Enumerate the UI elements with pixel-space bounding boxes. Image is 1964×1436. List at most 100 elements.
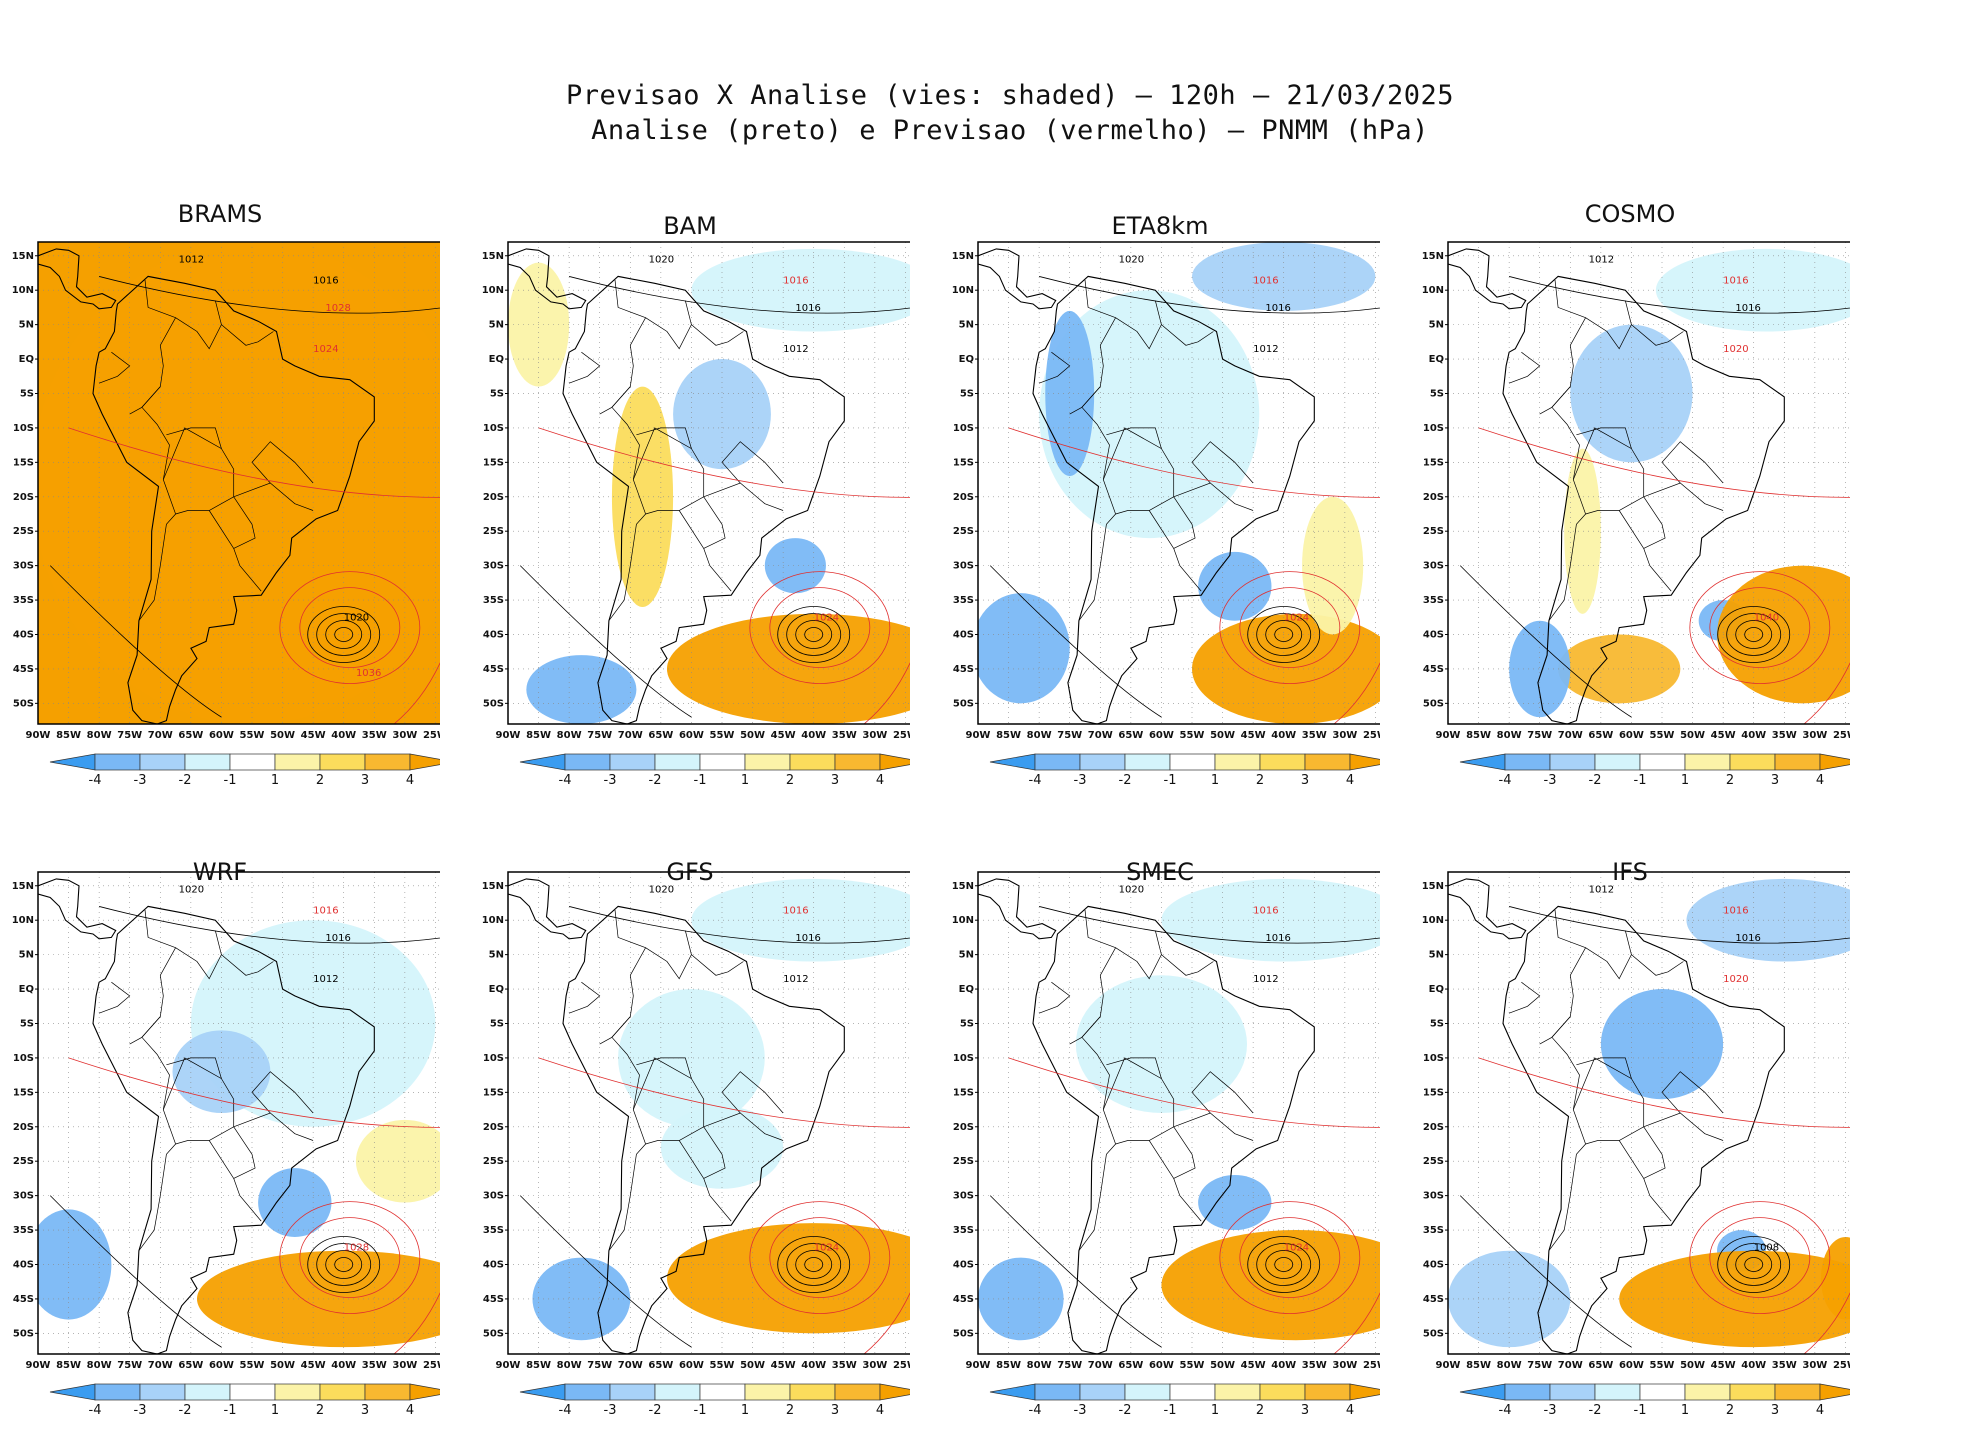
colorbar-label: -3 bbox=[134, 1403, 147, 1418]
analysis-isobar bbox=[1247, 1236, 1321, 1293]
country-border bbox=[166, 427, 222, 449]
map-eta8km: 1020 1016 1016 1012 1024 15N 10N 5N EQ 5S 10S 15S 20… bbox=[952, 241, 1380, 788]
colorbar-segment bbox=[1304, 753, 1351, 771]
country-border bbox=[1548, 1109, 1586, 1251]
analysis-isobar bbox=[795, 1250, 833, 1279]
bias-shading-area bbox=[764, 538, 826, 594]
country-border bbox=[608, 1109, 646, 1251]
country-border bbox=[162, 1057, 235, 1145]
latitude-label: 10N bbox=[1422, 285, 1444, 296]
country-border bbox=[611, 279, 647, 480]
colorbar-label: -3 bbox=[134, 773, 147, 788]
latitude-label: 5S bbox=[490, 1018, 504, 1029]
bias-shading-area bbox=[355, 1119, 440, 1203]
longitude-label: 75W bbox=[1527, 730, 1552, 741]
latitude-label: EQ bbox=[959, 354, 974, 365]
longitude-label: 55W bbox=[1650, 1360, 1675, 1371]
colorbar-label: -2 bbox=[1119, 773, 1132, 788]
latitude-label: 40S bbox=[483, 1259, 504, 1270]
longitude-label: 35W bbox=[1772, 1360, 1797, 1371]
latitude-label: 35S bbox=[953, 595, 974, 606]
isobar-label: 1016 bbox=[1735, 933, 1760, 944]
latitude-label: 35S bbox=[13, 1225, 34, 1236]
analysis-isobar bbox=[1247, 606, 1321, 663]
country-border bbox=[1102, 427, 1175, 515]
latitude-label: 45S bbox=[1423, 1294, 1444, 1305]
country-border bbox=[1661, 1071, 1724, 1114]
colorbar-label: -4 bbox=[1029, 773, 1042, 788]
longitude-label: 75W bbox=[117, 1360, 142, 1371]
bias-shading-area bbox=[1302, 496, 1364, 635]
analysis-isobar bbox=[786, 1243, 842, 1286]
colorbar: -4 -3 -2 -1 1 2 3 4 bbox=[519, 753, 910, 788]
colorbar-segment bbox=[1169, 753, 1216, 771]
colorbar-segment bbox=[789, 1383, 836, 1401]
country-border bbox=[251, 441, 314, 484]
longitude-label: 80W bbox=[557, 730, 582, 741]
longitude-label: 30W bbox=[1802, 730, 1827, 741]
colorbar-label: 2 bbox=[1256, 1403, 1264, 1418]
analysis-isobar bbox=[1735, 620, 1773, 649]
colorbar-label: -3 bbox=[1544, 773, 1557, 788]
longitude-label: 75W bbox=[587, 730, 612, 741]
country-border bbox=[1173, 482, 1254, 511]
map-cosmo: 1012 1016 1016 1020 1040 15N 10N 5N EQ 5S 10S 15S 20… bbox=[1422, 241, 1850, 788]
longitude-label: 65W bbox=[648, 730, 673, 741]
longitude-label: 25W bbox=[1363, 730, 1380, 741]
latitude-label: 25S bbox=[13, 526, 34, 537]
colorbar-segment bbox=[1684, 753, 1731, 771]
country-border bbox=[1173, 548, 1202, 592]
latitude-label: 25S bbox=[953, 526, 974, 537]
latitude-label: 5S bbox=[490, 388, 504, 399]
longitude-label: 55W bbox=[1650, 730, 1675, 741]
country-border bbox=[608, 479, 646, 621]
panel-title: WRF bbox=[192, 858, 248, 886]
panel-cosmo: 1012 1016 1016 1020 1040 15N 10N 5N EQ 5S 10S 15S 20… bbox=[1410, 190, 1850, 800]
latitude-label: 45S bbox=[13, 664, 34, 675]
longitude-label: 45W bbox=[1241, 730, 1266, 741]
panel-bam: 1020 1016 1016 1012 1024 15N 10N 5N EQ 5S 10S 15S 20… bbox=[470, 190, 910, 800]
colorbar-label: -4 bbox=[89, 773, 102, 788]
longitude-label: 90W bbox=[1436, 730, 1461, 741]
colorbar-segment bbox=[834, 1383, 881, 1401]
forecast-isobar bbox=[299, 1217, 401, 1299]
south-america-coastline bbox=[92, 275, 375, 724]
latitude-label: 40S bbox=[953, 629, 974, 640]
latitude-label: 5N bbox=[959, 320, 974, 331]
longitude-label: 45W bbox=[1711, 1360, 1736, 1371]
longitude-label: 30W bbox=[392, 1360, 417, 1371]
country-border bbox=[1069, 386, 1101, 415]
analysis-isobar bbox=[99, 276, 440, 314]
analysis-isobar bbox=[1256, 1243, 1312, 1286]
panel-wrf: 1020 1016 1016 1012 1028 15N 10N 5N EQ 5S 10S 15S 20… bbox=[0, 820, 440, 1430]
colorbar-label: -2 bbox=[179, 1403, 192, 1418]
isobar-label: 1012 bbox=[1589, 255, 1614, 266]
bias-shading-area bbox=[691, 878, 910, 962]
forecast-isobar bbox=[1689, 571, 1831, 685]
latitude-label: 15N bbox=[1422, 881, 1444, 892]
colorbar-label: 1 bbox=[1681, 1403, 1689, 1418]
colorbar: -4 -3 -2 -1 1 2 3 4 bbox=[989, 753, 1380, 788]
figure-title-line-1: Previsao X Analise (vies: shaded) — 120h… bbox=[565, 80, 1455, 111]
country-border bbox=[1081, 909, 1117, 1110]
analysis-isobar bbox=[519, 1195, 692, 1348]
country-border bbox=[1078, 479, 1116, 621]
colorbar-label: -2 bbox=[1589, 1403, 1602, 1418]
isobar-label: 1012 bbox=[783, 344, 808, 355]
colorbar-label: -4 bbox=[1029, 1403, 1042, 1418]
colorbar-segment bbox=[1169, 1383, 1216, 1401]
isobar-label: 1028 bbox=[325, 303, 350, 314]
analysis-isobar bbox=[569, 276, 910, 314]
isobar-label: 1012 bbox=[1253, 974, 1278, 985]
analysis-isobar bbox=[1265, 620, 1303, 649]
longitude-label: 25W bbox=[1833, 1360, 1850, 1371]
country-border bbox=[141, 909, 177, 1110]
longitude-label: 55W bbox=[710, 1360, 735, 1371]
latitude-label: 5S bbox=[20, 388, 34, 399]
isobar-label: 1016 bbox=[1723, 905, 1748, 916]
latitude-label: 10S bbox=[953, 1053, 974, 1064]
figure-title-line-2: Analise (preto) e Previsao (vermelho) — … bbox=[591, 115, 1429, 146]
colorbar-segment bbox=[1549, 753, 1596, 771]
colorbar-segment bbox=[1124, 1383, 1171, 1401]
south-america-coastline bbox=[562, 275, 845, 724]
